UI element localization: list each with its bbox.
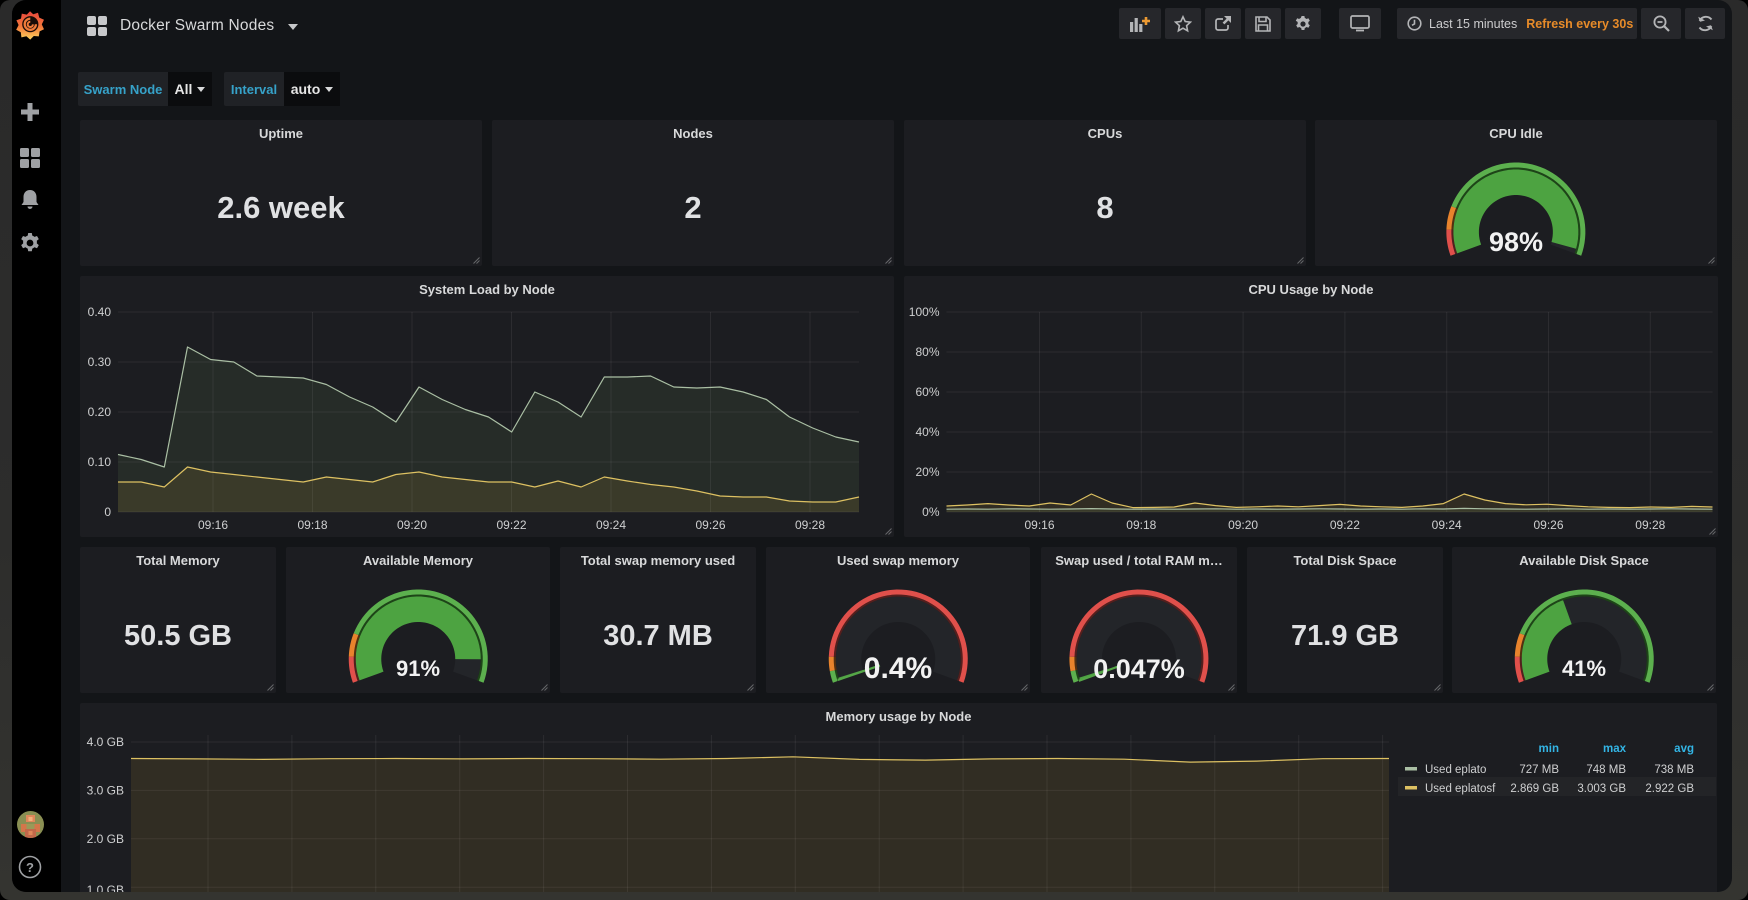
svg-text:40%: 40% [915, 425, 939, 439]
svg-text:4.0 GB: 4.0 GB [87, 735, 124, 749]
svg-text:09:22: 09:22 [496, 518, 526, 532]
svg-text:09:24: 09:24 [596, 518, 626, 532]
svg-text:0.30: 0.30 [88, 355, 112, 369]
svg-text:748 MB: 748 MB [1586, 764, 1626, 776]
svg-text:80%: 80% [915, 345, 939, 359]
svg-text:09:28: 09:28 [1635, 518, 1665, 532]
svg-text:100%: 100% [909, 305, 940, 319]
svg-text:?: ? [26, 860, 34, 875]
svg-text:2.0 GB: 2.0 GB [87, 832, 124, 846]
svg-text:min: min [1539, 743, 1559, 755]
svg-text:09:24: 09:24 [1432, 518, 1462, 532]
svg-text:09:18: 09:18 [1126, 518, 1156, 532]
svg-text:avg: avg [1674, 743, 1694, 755]
svg-text:0: 0 [104, 505, 111, 519]
svg-text:09:26: 09:26 [695, 518, 725, 532]
svg-text:09:26: 09:26 [1533, 518, 1563, 532]
svg-text:Used eplatosf: Used eplatosf [1425, 783, 1496, 795]
svg-text:09:16: 09:16 [198, 518, 228, 532]
svg-text:09:28: 09:28 [795, 518, 825, 532]
svg-text:09:20: 09:20 [1228, 518, 1258, 532]
svg-text:738 MB: 738 MB [1654, 764, 1694, 776]
svg-text:0.10: 0.10 [88, 455, 112, 469]
svg-text:2.922 GB: 2.922 GB [1645, 783, 1694, 795]
svg-text:09:20: 09:20 [397, 518, 427, 532]
svg-text:Used eplato: Used eplato [1425, 764, 1486, 776]
svg-text:727 MB: 727 MB [1519, 764, 1559, 776]
svg-text:max: max [1603, 743, 1627, 755]
svg-text:3.0 GB: 3.0 GB [87, 783, 124, 797]
svg-text:1.0 GB: 1.0 GB [87, 883, 124, 892]
svg-text:0%: 0% [922, 505, 940, 519]
svg-text:09:16: 09:16 [1024, 518, 1054, 532]
svg-text:0.20: 0.20 [88, 405, 112, 419]
svg-text:3.003 GB: 3.003 GB [1577, 783, 1626, 795]
svg-text:2.869 GB: 2.869 GB [1510, 783, 1559, 795]
svg-text:20%: 20% [915, 465, 939, 479]
svg-text:09:18: 09:18 [297, 518, 327, 532]
svg-text:09:22: 09:22 [1330, 518, 1360, 532]
svg-text:0.40: 0.40 [88, 305, 112, 319]
svg-text:60%: 60% [915, 385, 939, 399]
